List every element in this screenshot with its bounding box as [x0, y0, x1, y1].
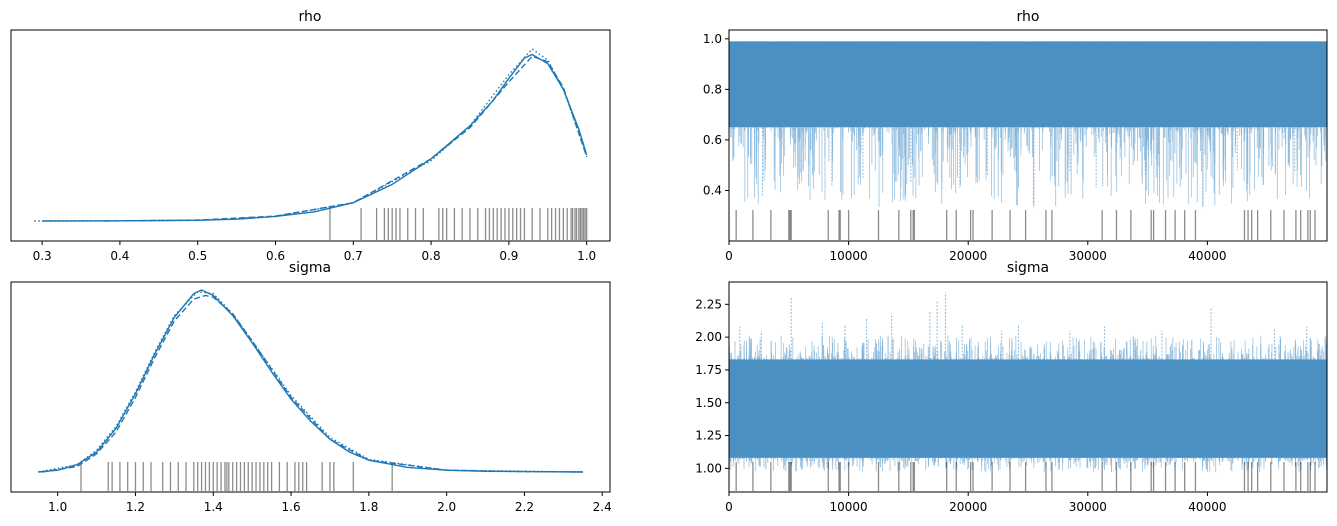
kde-line-dotted [34, 48, 588, 222]
x-tick-label: 0 [725, 500, 733, 514]
x-tick-label: 20000 [949, 249, 987, 263]
x-tick-label: 1.2 [126, 500, 145, 514]
axes-frame [728, 29, 1328, 242]
y-tick-label: 1.00 [695, 461, 722, 475]
panel-rho-trace: 0.4 0.6 0.8 1.0 0 10000 20000 30000 40000 rho [703, 9, 1328, 263]
x-tick-label: 0.9 [499, 249, 518, 263]
trace-fringe [729, 335, 1327, 473]
plot-sigma-trace: 1.00 1.25 1.50 1.75 2.00 2.25 0 10000 20000 30000… [695, 281, 1328, 514]
x-tick-label: 0 [725, 249, 733, 263]
axes-frame [10, 281, 611, 493]
x-tick-label: 10000 [830, 500, 868, 514]
trace-band [729, 41, 1327, 128]
x-tick-label: 40000 [1188, 500, 1226, 514]
y-tick-label: 2.25 [695, 297, 722, 311]
y-tick-label: 1.0 [703, 32, 722, 46]
axes-frame [10, 29, 611, 242]
panel-sigma-kde: 1.0 1.2 1.4 1.6 1.8 2.0 2.2 2.4 sigma [10, 260, 612, 514]
y-tick-label: 1.50 [695, 396, 722, 410]
axes-frame [728, 281, 1328, 493]
plot-sigma-kde: 1.0 1.2 1.4 1.6 1.8 2.0 2.2 2.4 [10, 281, 612, 514]
x-tick-label: 0.8 [422, 249, 441, 263]
x-tick-label: 30000 [1069, 249, 1107, 263]
x-tick-label: 30000 [1069, 500, 1107, 514]
x-tick-label: 10000 [830, 249, 868, 263]
kde-line-dotted [38, 291, 583, 473]
plot-rho-trace: 0.4 0.6 0.8 1.0 0 10000 20000 30000 40000 [703, 29, 1328, 263]
panel-sigma-trace: 1.00 1.25 1.50 1.75 2.00 2.25 0 10000 20000 30000… [695, 260, 1328, 514]
y-tick-label: 2.00 [695, 330, 722, 344]
title-sigma-kde: sigma [289, 260, 331, 276]
x-tick-label: 0.7 [344, 249, 363, 263]
kde-line-dashed [41, 294, 583, 473]
y-tick-label: 1.75 [695, 363, 722, 377]
x-tick-label: 2.4 [593, 500, 612, 514]
x-tick-label: 0.6 [266, 249, 285, 263]
kde-line-solid [38, 289, 583, 473]
y-tick-label: 0.4 [703, 183, 722, 197]
title-sigma-trace: sigma [1007, 260, 1049, 276]
x-tick-label: 20000 [949, 500, 987, 514]
x-tick-label: 0.3 [33, 249, 52, 263]
x-tick-label: 0.4 [110, 249, 129, 263]
x-tick-label: 0.5 [188, 249, 207, 263]
kde-line-solid [42, 53, 588, 222]
x-tick-label: 1.8 [359, 500, 378, 514]
y-tick-label: 0.8 [703, 82, 722, 96]
y-tick-label: 1.25 [695, 429, 722, 443]
trace-band [729, 359, 1327, 458]
trace-fringe [729, 41, 1327, 208]
x-tick-label: 2.2 [515, 500, 534, 514]
y-tick-label: 0.6 [703, 133, 722, 147]
plot-rho-kde: 0.3 0.4 0.5 0.6 0.7 0.8 0.9 1.0 [10, 29, 611, 263]
kde-line-dashed [104, 55, 588, 222]
x-tick-label: 1.0 [48, 500, 67, 514]
x-tick-label: 1.6 [282, 500, 301, 514]
x-tick-label: 1.4 [204, 500, 223, 514]
title-rho-trace: rho [1017, 9, 1040, 25]
x-tick-label: 1.0 [577, 249, 596, 263]
x-tick-label: 40000 [1188, 249, 1226, 263]
title-rho-kde: rho [299, 9, 322, 25]
panel-rho-kde: 0.3 0.4 0.5 0.6 0.7 0.8 0.9 1.0 rho [10, 9, 611, 263]
x-tick-label: 2.0 [437, 500, 456, 514]
